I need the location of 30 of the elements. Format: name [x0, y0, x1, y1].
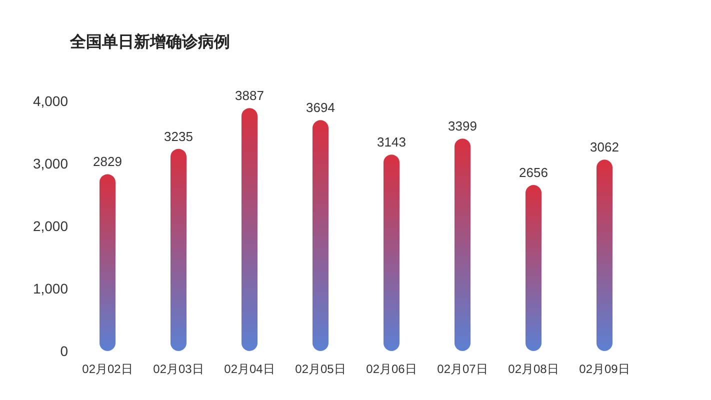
data-label: 2656	[519, 165, 548, 180]
x-tick-label: 02月08日	[508, 362, 559, 376]
bar	[384, 154, 400, 351]
data-label: 3694	[306, 100, 335, 116]
bar	[100, 174, 116, 351]
data-label: 3399	[448, 118, 477, 134]
y-tick-label: 2,000	[32, 218, 68, 234]
y-tick-label: 1,000	[32, 280, 68, 296]
x-tick-label: 02月05日	[295, 362, 346, 376]
data-label: 2829	[93, 154, 122, 170]
chart-title: 全国单日新增确诊病例	[69, 33, 230, 51]
bar	[242, 108, 258, 351]
x-tick-label: 02月03日	[153, 362, 204, 376]
bar	[312, 120, 328, 351]
data-label: 3143	[377, 134, 406, 150]
bar	[526, 185, 542, 351]
data-label: 3062	[590, 140, 619, 155]
x-tick-label: 02月06日	[366, 362, 417, 376]
x-tick-label: 02月07日	[437, 362, 488, 376]
y-tick-label: 4,000	[32, 93, 68, 109]
y-tick-label: 3,000	[32, 156, 68, 172]
x-tick-label: 02月04日	[224, 362, 275, 376]
data-label: 3887	[235, 88, 264, 104]
bar	[454, 138, 470, 351]
x-tick-label: 02月02日	[82, 362, 133, 376]
bar	[170, 148, 186, 351]
y-tick-label: 0	[60, 343, 68, 359]
data-label: 3235	[164, 128, 193, 144]
bar	[596, 160, 612, 351]
x-tick-label: 02月09日	[579, 362, 630, 376]
